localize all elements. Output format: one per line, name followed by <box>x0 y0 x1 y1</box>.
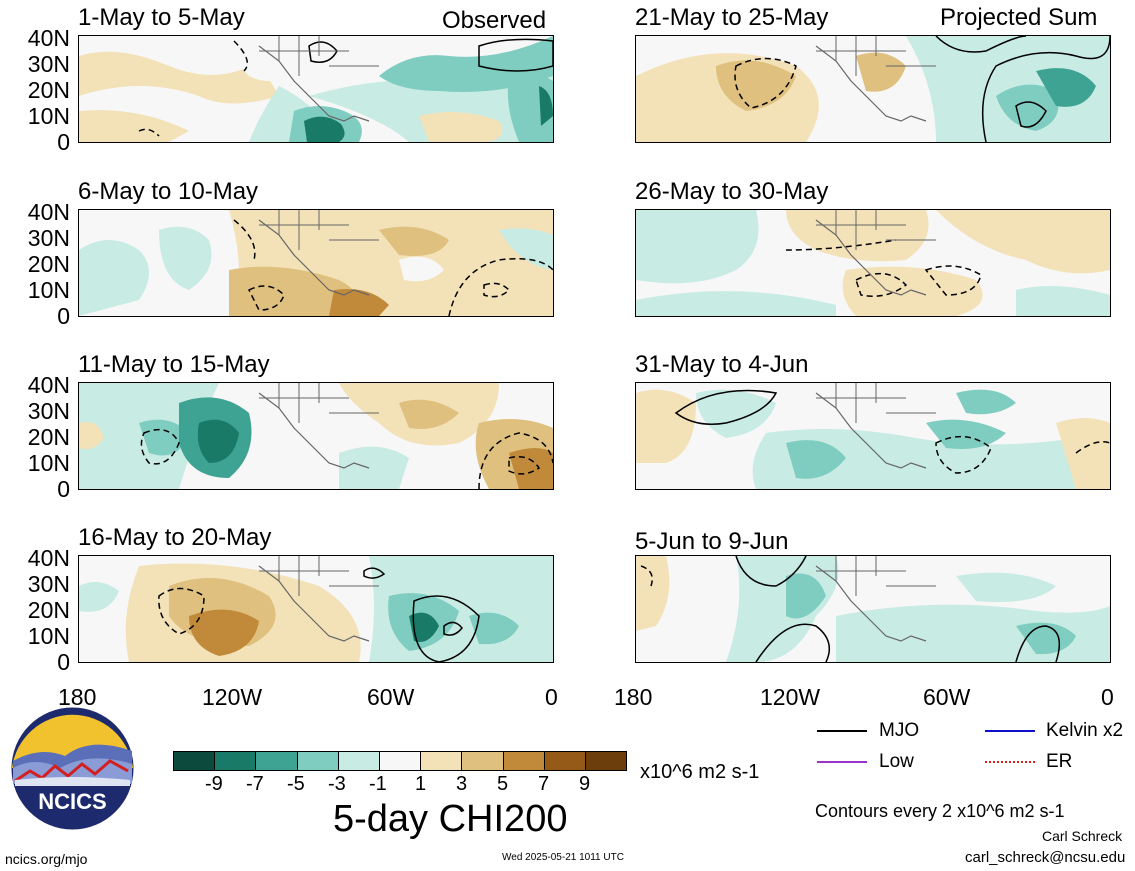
contour-note: Contours every 2 x10^6 m2 s-1 <box>815 801 1065 821</box>
y-tick: 10N <box>27 277 70 303</box>
colorbar-swatch <box>461 752 503 770</box>
panel-title-2: 6-May to 10-May <box>78 178 259 205</box>
colorbar-unit: x10^6 m2 s-1 <box>640 761 760 783</box>
legend-label-mjo: MJO <box>879 720 920 741</box>
colorbar-tick: 5 <box>497 773 509 795</box>
colorbar-swatch <box>337 752 379 770</box>
panel-title-8: 5-Jun to 9-Jun <box>635 528 789 555</box>
website-link[interactable]: ncics.org/mjo <box>5 851 88 867</box>
author-name: Carl Schreck <box>1042 828 1123 844</box>
x-tick-left-180: 180 <box>58 684 97 710</box>
y-tick: 40N <box>27 545 70 571</box>
colorbar-tick: 9 <box>579 773 591 795</box>
colorbar <box>173 751 627 771</box>
legend-line-er <box>985 761 1035 765</box>
colorbar-swatch <box>174 752 215 770</box>
panel-title-6: 26-May to 30-May <box>635 178 829 205</box>
colorbar-swatch <box>502 752 544 770</box>
map-panel-6 <box>635 209 1111 317</box>
colorbar-tick: -5 <box>287 773 305 795</box>
y-tick: 0 <box>57 476 70 502</box>
map-panel-8 <box>635 555 1111 663</box>
y-tick: 10N <box>27 450 70 476</box>
y-tick: 30N <box>27 51 70 77</box>
map-panel-7 <box>635 382 1111 490</box>
legend-line-kelvin <box>985 730 1035 732</box>
panel-title-1: 1-May to 5-May <box>78 4 245 31</box>
x-tick-right-0: 0 <box>1101 684 1114 710</box>
legend-label-low: Low <box>879 751 914 772</box>
y-tick: 0 <box>57 303 70 329</box>
y-tick: 20N <box>27 251 70 277</box>
colorbar-tick: 7 <box>538 773 550 795</box>
colorbar-tick: -1 <box>369 773 387 795</box>
legend-label-kelvin: Kelvin x2 <box>1046 720 1124 741</box>
map-panel-5 <box>635 35 1111 143</box>
colorbar-swatch <box>378 752 421 770</box>
colorbar-tick: 1 <box>415 773 427 795</box>
x-tick-left-120w: 120W <box>202 684 263 710</box>
x-tick-right-180: 180 <box>614 684 653 710</box>
observed-label: Observed <box>442 7 547 34</box>
colorbar-tick: -3 <box>328 773 346 795</box>
timestamp: Wed 2025-05-21 1011 UTC <box>502 852 624 863</box>
x-tick-right-60w: 60W <box>923 684 971 710</box>
y-tick: 10N <box>27 103 70 129</box>
colorbar-swatch <box>296 752 338 770</box>
y-tick: 20N <box>27 597 70 623</box>
panel-title-3: 11-May to 15-May <box>78 351 270 378</box>
colorbar-tick: -9 <box>205 773 223 795</box>
projected-sum-label: Projected Sum <box>940 4 1098 31</box>
legend-line-mjo <box>817 730 867 732</box>
y-tick: 40N <box>27 372 70 398</box>
colorbar-swatch <box>214 752 256 770</box>
main-title: 5-day CHI200 <box>333 798 568 840</box>
legend-label-er: ER <box>1046 751 1073 772</box>
y-tick: 30N <box>27 398 70 424</box>
panel-title-4: 16-May to 20-May <box>78 524 272 551</box>
y-tick: 0 <box>57 649 70 675</box>
map-panel-2 <box>78 209 554 317</box>
panel-title-7: 31-May to 4-Jun <box>635 351 809 378</box>
colorbar-tick: -7 <box>246 773 264 795</box>
colorbar-swatch <box>584 752 627 770</box>
y-tick: 0 <box>57 129 70 155</box>
x-tick-left-60w: 60W <box>367 684 415 710</box>
colorbar-swatch <box>420 752 462 770</box>
panel-title-5: 21-May to 25-May <box>635 4 829 31</box>
y-tick: 10N <box>27 623 70 649</box>
colorbar-swatch <box>255 752 297 770</box>
y-tick: 30N <box>27 225 70 251</box>
ncics-logo: NCICS <box>10 706 135 831</box>
y-tick: 30N <box>27 571 70 597</box>
map-panel-1 <box>78 35 554 143</box>
y-tick: 20N <box>27 77 70 103</box>
author-email[interactable]: carl_schreck@ncsu.edu <box>965 849 1126 866</box>
colorbar-swatch <box>543 752 585 770</box>
legend-line-low <box>817 761 867 763</box>
y-tick: 40N <box>27 25 70 51</box>
logo-text: NCICS <box>38 789 106 814</box>
map-panel-3 <box>78 382 554 490</box>
y-tick: 40N <box>27 199 70 225</box>
map-panel-4 <box>78 555 554 663</box>
x-tick-right-120w: 120W <box>760 684 821 710</box>
colorbar-tick: 3 <box>456 773 468 795</box>
x-tick-left-0: 0 <box>545 684 558 710</box>
y-tick: 20N <box>27 424 70 450</box>
